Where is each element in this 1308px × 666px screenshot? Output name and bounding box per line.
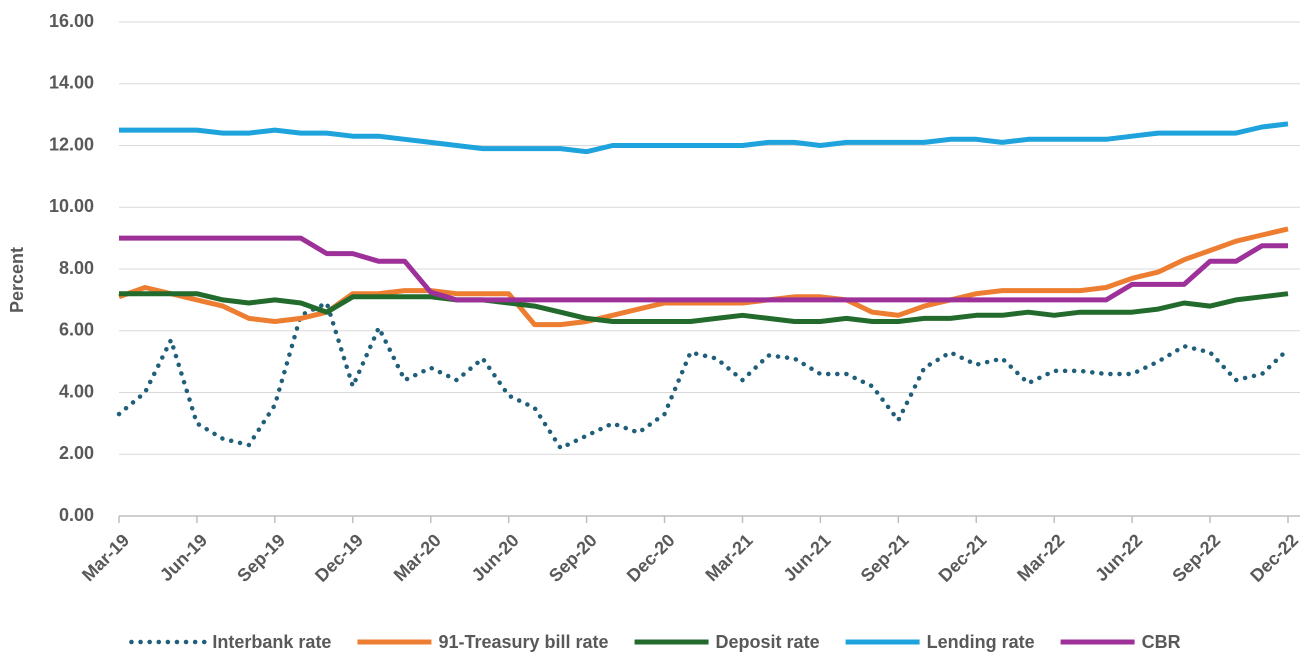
y-tick-label: 16.00 <box>49 11 94 31</box>
y-tick-label: 2.00 <box>59 443 94 463</box>
x-tick-label: Dec-21 <box>935 530 991 586</box>
y-tick-label: 12.00 <box>49 134 94 154</box>
series-line <box>116 300 1291 451</box>
y-tick-label: 14.00 <box>49 73 94 93</box>
x-tick-label: Jun-22 <box>1091 530 1146 585</box>
x-tick-label: Mar-19 <box>78 530 133 585</box>
series-line <box>119 235 1288 303</box>
x-tick-label: Dec-20 <box>623 530 679 586</box>
x-tick-label: Sep-21 <box>857 530 913 586</box>
y-tick-label: 6.00 <box>59 320 94 340</box>
x-tick-label: Mar-20 <box>390 530 445 585</box>
x-tick-label: Sep-20 <box>545 530 601 586</box>
series-line <box>119 121 1289 155</box>
series-line <box>119 291 1289 324</box>
x-tick-label: Sep-19 <box>233 530 289 586</box>
x-tick-label: Jun-21 <box>779 530 834 585</box>
y-tick-label: 10.00 <box>49 196 94 216</box>
x-tick-label: Dec-19 <box>311 530 367 586</box>
legend-label: Deposit rate <box>716 632 820 652</box>
legend-label: Interbank rate <box>212 632 331 652</box>
y-tick-label: 4.00 <box>59 381 94 401</box>
y-tick-label: 8.00 <box>59 258 94 278</box>
x-tick-label: Mar-22 <box>1013 530 1068 585</box>
x-tick-label: Jun-19 <box>156 530 211 585</box>
series-line <box>118 226 1289 328</box>
y-axis-title: Percent <box>7 247 27 313</box>
legend-label: CBR <box>1142 632 1181 652</box>
x-tick-label: Sep-22 <box>1168 530 1224 586</box>
legend-label: Lending rate <box>927 632 1035 652</box>
x-tick-label: Mar-21 <box>701 530 756 585</box>
y-tick-label: 0.00 <box>59 505 94 525</box>
legend-label: 91-Treasury bill rate <box>438 632 608 652</box>
x-tick-label: Dec-22 <box>1246 530 1302 586</box>
x-tick-label: Jun-20 <box>468 530 523 585</box>
